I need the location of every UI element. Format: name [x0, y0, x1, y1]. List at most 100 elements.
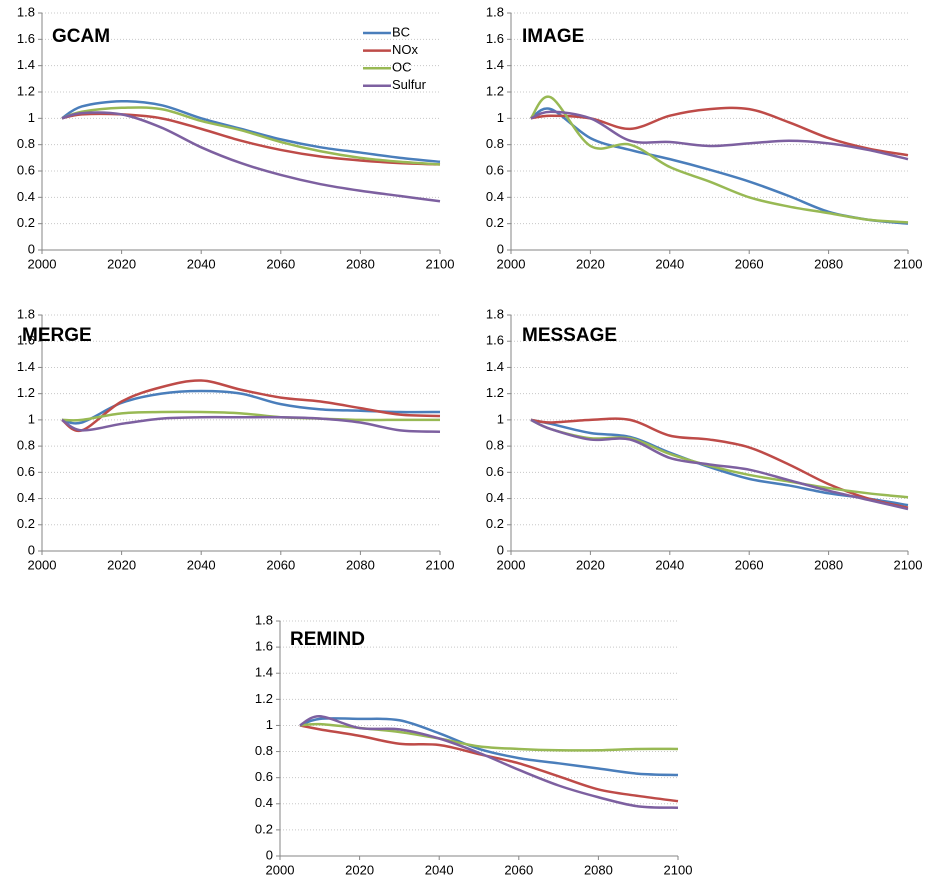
- y-tick-label: 0.2: [17, 215, 35, 230]
- y-tick-label: 0.4: [17, 189, 35, 204]
- series-line: [61, 106, 441, 166]
- y-tick-label: 1.4: [486, 57, 504, 72]
- x-tick-label: 2020: [107, 557, 136, 572]
- y-tick-label: 1: [28, 411, 35, 426]
- panel-title: IMAGE: [522, 26, 584, 47]
- x-tick-label: 2000: [28, 256, 57, 271]
- series-line: [61, 99, 441, 164]
- x-tick-label: 2080: [346, 557, 375, 572]
- y-tick-label: 0: [28, 241, 35, 256]
- x-tick-label: 2040: [655, 256, 684, 271]
- series-line: [530, 418, 909, 511]
- x-tick-label: 2000: [266, 862, 295, 877]
- y-tick-label: 1.6: [17, 333, 35, 348]
- y-tick-label: 0.2: [486, 516, 504, 531]
- x-tick-label: 2020: [107, 256, 136, 271]
- y-tick-label: 0.6: [255, 769, 273, 784]
- y-tick-label: 1.6: [255, 639, 273, 654]
- x-tick-label: 2060: [266, 557, 295, 572]
- y-tick-label: 0.4: [486, 189, 504, 204]
- y-tick-label: 0.6: [17, 162, 35, 177]
- x-tick-label: 2040: [187, 557, 216, 572]
- y-tick-label: 1: [266, 717, 273, 732]
- y-tick-label: 1.8: [486, 4, 504, 19]
- series-line: [529, 95, 909, 224]
- x-tick-label: 2100: [426, 557, 455, 572]
- series-line: [299, 715, 679, 809]
- y-tick-label: 0.6: [17, 464, 35, 479]
- y-tick-label: 1.6: [486, 333, 504, 348]
- x-tick-label: 2060: [266, 256, 295, 271]
- series-line: [61, 410, 440, 422]
- series-line: [299, 724, 679, 803]
- y-tick-label: 1.4: [17, 359, 35, 374]
- x-tick-label: 2040: [187, 256, 216, 271]
- series-line: [530, 107, 909, 225]
- legend-label: BC: [392, 24, 410, 39]
- x-tick-label: 2100: [426, 256, 455, 271]
- x-tick-label: 2020: [345, 862, 374, 877]
- y-tick-label: 1.4: [486, 359, 504, 374]
- y-tick-label: 0.2: [486, 215, 504, 230]
- y-tick-label: 1: [497, 411, 504, 426]
- x-tick-label: 2100: [894, 256, 923, 271]
- series-line: [299, 717, 679, 777]
- x-tick-label: 2060: [735, 557, 764, 572]
- x-tick-label: 2040: [425, 862, 454, 877]
- y-tick-label: 0.2: [17, 516, 35, 531]
- x-tick-label: 2000: [497, 557, 526, 572]
- y-tick-label: 0: [28, 542, 35, 557]
- series-line: [530, 106, 909, 157]
- y-tick-label: 1.2: [486, 83, 504, 98]
- y-tick-label: 0.8: [17, 136, 35, 151]
- series-line: [61, 415, 441, 433]
- y-tick-label: 1.2: [255, 691, 273, 706]
- x-tick-label: 2080: [346, 256, 375, 271]
- y-tick-label: 0.4: [17, 490, 35, 505]
- y-tick-label: 0.8: [255, 743, 273, 758]
- x-tick-label: 2040: [655, 557, 684, 572]
- y-tick-label: 0.6: [486, 464, 504, 479]
- x-tick-label: 2100: [894, 557, 923, 572]
- y-tick-label: 0.6: [486, 162, 504, 177]
- x-tick-label: 2000: [497, 256, 526, 271]
- y-tick-label: 1.6: [17, 31, 35, 46]
- panel-title: GCAM: [52, 26, 110, 47]
- y-tick-label: 0.8: [17, 438, 35, 453]
- y-tick-label: 0: [497, 241, 504, 256]
- y-tick-label: 0.8: [486, 136, 504, 151]
- series-line: [61, 379, 441, 433]
- x-tick-label: 2060: [735, 256, 764, 271]
- x-tick-label: 2020: [576, 557, 605, 572]
- legend-label: Sulfur: [392, 77, 427, 92]
- y-tick-label: 1.8: [17, 306, 35, 321]
- x-tick-label: 2000: [28, 557, 57, 572]
- panel-title: REMIND: [290, 629, 365, 650]
- y-tick-label: 1.8: [486, 306, 504, 321]
- legend-label: NOx: [392, 42, 419, 57]
- x-tick-label: 2060: [504, 862, 533, 877]
- y-tick-label: 1.6: [486, 31, 504, 46]
- x-tick-label: 2080: [584, 862, 613, 877]
- x-tick-label: 2020: [576, 256, 605, 271]
- series-line: [299, 722, 679, 752]
- y-tick-label: 0.2: [255, 821, 273, 836]
- y-tick-label: 1.2: [17, 385, 35, 400]
- x-tick-label: 2100: [664, 862, 693, 877]
- y-tick-label: 1: [28, 110, 35, 125]
- series-line: [61, 111, 441, 203]
- series-line: [61, 389, 441, 425]
- panel-title: MERGE: [22, 325, 92, 346]
- y-tick-label: 1.8: [255, 612, 273, 627]
- y-tick-label: 1.8: [17, 4, 35, 19]
- y-tick-label: 0: [497, 542, 504, 557]
- x-tick-label: 2080: [814, 557, 843, 572]
- legend-label: OC: [392, 60, 412, 75]
- series-line: [530, 418, 909, 507]
- y-tick-label: 1.2: [486, 385, 504, 400]
- y-tick-label: 0.4: [255, 795, 273, 810]
- y-tick-label: 1.4: [17, 57, 35, 72]
- x-tick-label: 2080: [814, 256, 843, 271]
